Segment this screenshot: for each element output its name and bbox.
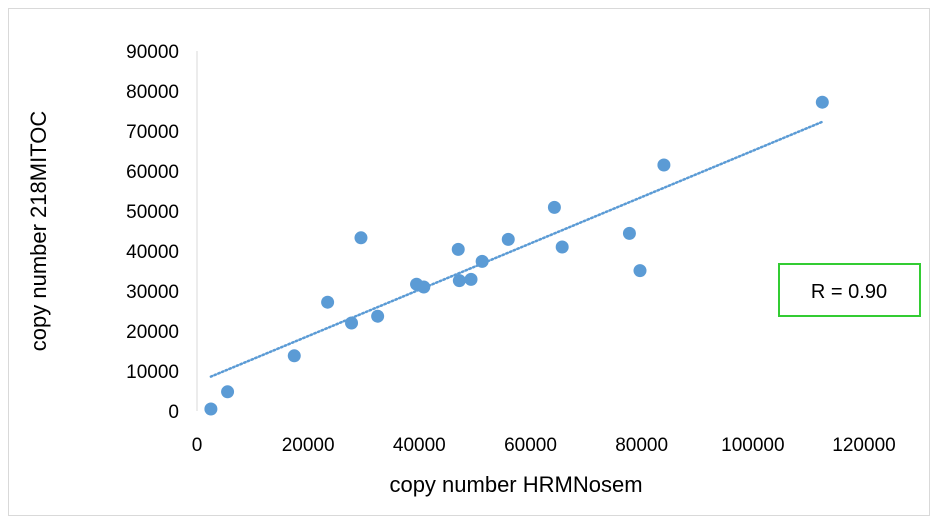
- x-tick-label: 40000: [393, 435, 446, 456]
- correlation-annotation: R = 0.90: [778, 263, 921, 317]
- data-point: [452, 274, 466, 288]
- x-tick-label: 0: [192, 435, 203, 456]
- y-tick-label: 70000: [126, 122, 179, 143]
- data-point: [815, 95, 829, 109]
- data-point: [417, 280, 431, 294]
- x-tick-labels: 0 20000 40000 60000 80000 100000 120000: [192, 435, 896, 456]
- data-point: [622, 226, 636, 240]
- linear-trendline: [209, 120, 824, 378]
- x-tick-label: 20000: [282, 435, 335, 456]
- y-tick-label: 0: [168, 402, 179, 423]
- correlation-box: [778, 263, 921, 317]
- data-point: [633, 264, 647, 278]
- y-tick-label: 80000: [126, 82, 179, 103]
- correlation-label: R = 0.90: [811, 281, 887, 303]
- data-point: [354, 231, 368, 245]
- data-point: [345, 316, 359, 330]
- y-tick-labels: 0 10000 20000 30000 40000 50000 60000 70000 8000…: [126, 42, 179, 423]
- y-tick-label: 60000: [126, 162, 179, 183]
- data-point: [501, 232, 515, 246]
- data-point: [321, 295, 335, 309]
- data-point: [464, 272, 478, 286]
- x-tick-label: 100000: [721, 435, 784, 456]
- data-point: [547, 200, 561, 214]
- data-point: [657, 158, 671, 172]
- data-points: [204, 95, 829, 416]
- x-tick-label: 120000: [832, 435, 895, 456]
- y-tick-label: 20000: [126, 322, 179, 343]
- chart-area: 0 10000 20000 30000 40000 50000 60000 70000 8000…: [8, 8, 930, 516]
- data-point: [287, 349, 301, 363]
- data-point: [204, 402, 218, 416]
- data-point: [371, 309, 385, 323]
- x-tick-label: 60000: [504, 435, 557, 456]
- y-tick-label: 30000: [126, 282, 179, 303]
- data-point: [555, 240, 569, 254]
- scatter-chart: 0 10000 20000 30000 40000 50000 60000 70000 8000…: [26, 42, 921, 497]
- y-tick-label: 50000: [126, 202, 179, 223]
- x-tick-label: 80000: [615, 435, 668, 456]
- data-point: [221, 385, 235, 399]
- data-point: [475, 254, 489, 268]
- y-axis-title: copy number 218MITOC: [26, 111, 51, 352]
- x-axis-title: copy number HRMNosem: [389, 472, 642, 497]
- y-tick-label: 40000: [126, 242, 179, 263]
- y-tick-label: 10000: [126, 362, 179, 383]
- data-point: [451, 242, 465, 256]
- y-tick-label: 90000: [126, 42, 179, 63]
